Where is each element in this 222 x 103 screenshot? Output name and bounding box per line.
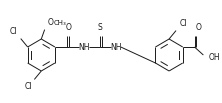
Text: S: S	[98, 23, 103, 32]
Text: Cl: Cl	[25, 82, 32, 91]
Text: NH: NH	[110, 43, 122, 52]
Text: O: O	[48, 18, 54, 27]
Text: OH: OH	[208, 53, 220, 61]
Text: NH: NH	[79, 43, 90, 52]
Text: Cl: Cl	[9, 27, 17, 36]
Text: O: O	[196, 23, 201, 32]
Text: O: O	[66, 23, 72, 32]
Text: Cl: Cl	[180, 19, 187, 28]
Text: CH₃: CH₃	[54, 20, 66, 26]
